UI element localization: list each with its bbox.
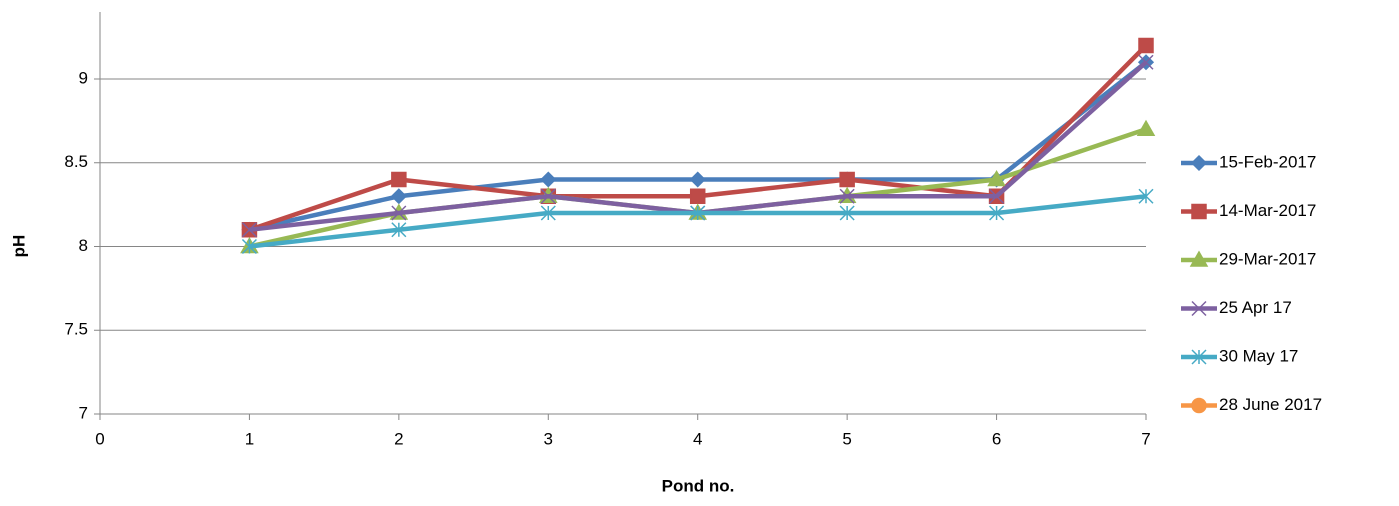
marker [391, 222, 407, 238]
marker [839, 171, 855, 188]
legend-label: 28 June 2017 [1219, 395, 1322, 414]
y-tick-label: 8.5 [64, 152, 88, 171]
marker [1191, 349, 1207, 365]
marker [1136, 119, 1156, 136]
legend-label: 25 Apr 17 [1219, 298, 1292, 317]
legend-label: 30 May 17 [1219, 346, 1298, 365]
marker [391, 171, 407, 188]
marker [540, 171, 557, 188]
marker [1191, 397, 1207, 414]
legend-item: 25 Apr 17 [1181, 298, 1292, 317]
marker [540, 188, 556, 204]
marker [391, 205, 407, 221]
y-tick-label: 8 [79, 236, 88, 255]
marker [241, 238, 257, 255]
marker [1191, 203, 1207, 220]
x-tick-label: 6 [992, 429, 1001, 448]
x-tick-label: 0 [95, 429, 104, 448]
legend-item: 30 May 17 [1181, 346, 1298, 365]
legend-item: 29-Mar-2017 [1181, 249, 1316, 268]
marker [690, 205, 706, 221]
series-line [248, 127, 1147, 249]
x-tick-label: 2 [394, 429, 403, 448]
y-axis-title: pH [9, 235, 28, 258]
legend-item: 14-Mar-2017 [1181, 201, 1316, 220]
marker [390, 188, 407, 205]
marker [1138, 54, 1154, 70]
x-axis-title: Pond no. [662, 476, 735, 495]
marker [689, 171, 706, 188]
x-tick-label: 3 [544, 429, 553, 448]
y-tick-label: 7.5 [64, 320, 88, 339]
marker [1191, 300, 1207, 317]
marker [1190, 154, 1208, 172]
legend-label: 29-Mar-2017 [1219, 249, 1316, 268]
x-tick-label: 1 [245, 429, 254, 448]
legend-label: 15-Feb-2017 [1219, 152, 1316, 171]
x-tick-label: 7 [1141, 429, 1150, 448]
marker [540, 205, 556, 221]
y-tick-label: 9 [79, 68, 88, 87]
marker [839, 205, 855, 221]
marker [839, 188, 855, 204]
x-tick-label: 4 [693, 429, 702, 448]
marker [241, 222, 257, 238]
marker [989, 205, 1005, 221]
marker [1138, 188, 1154, 204]
marker [1138, 37, 1154, 54]
legend-label: 14-Mar-2017 [1219, 201, 1316, 220]
marker [987, 169, 1006, 187]
legend-item: 28 June 2017 [1181, 395, 1322, 414]
x-tick-label: 5 [842, 429, 851, 448]
marker [1189, 250, 1209, 267]
marker [989, 188, 1005, 204]
y-tick-label: 7 [79, 403, 88, 422]
legend-item: 15-Feb-2017 [1181, 152, 1316, 171]
marker [689, 188, 706, 204]
